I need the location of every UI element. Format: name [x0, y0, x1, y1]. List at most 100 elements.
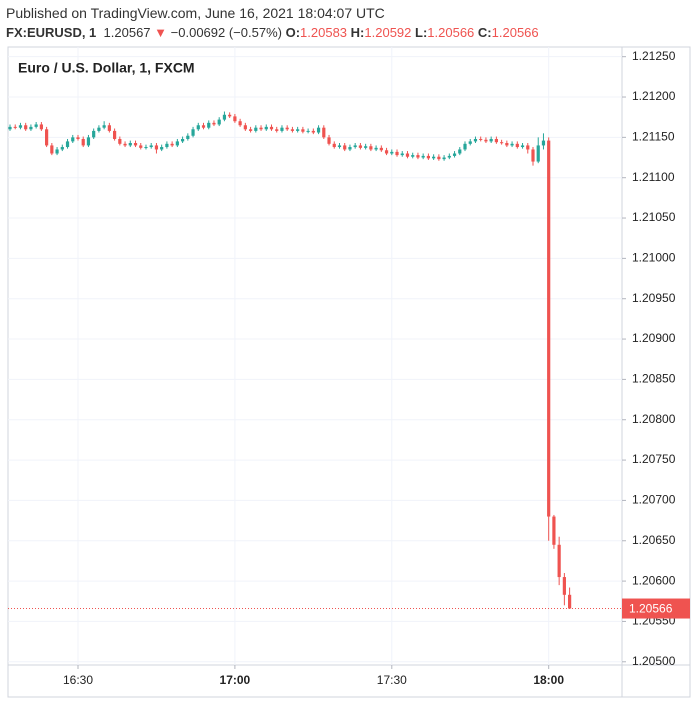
candle-body	[432, 156, 436, 159]
candle-body	[541, 140, 546, 146]
candle-body	[353, 145, 357, 148]
candle-body	[343, 145, 347, 150]
candle-body	[421, 155, 425, 158]
candle-body	[484, 139, 488, 142]
candle-body	[479, 138, 483, 140]
arrow: ▼	[154, 25, 168, 40]
y-tick-label: 1.20800	[632, 412, 676, 426]
candle-body	[243, 125, 247, 130]
candle-body	[515, 143, 519, 148]
candle-body	[557, 544, 561, 578]
candle-body	[275, 129, 279, 131]
candle-body	[165, 143, 169, 148]
candle-body	[8, 126, 12, 130]
candle-body	[500, 142, 504, 144]
candle-body	[301, 129, 305, 132]
y-tick-label: 1.21000	[632, 251, 676, 265]
candle-body	[290, 129, 295, 131]
candle-body	[50, 145, 54, 154]
candle-body	[468, 141, 472, 144]
candle-body	[416, 155, 420, 158]
candle-body	[186, 135, 190, 139]
candle-body	[133, 143, 138, 146]
header: Published on TradingView.com, June 16, 2…	[0, 0, 697, 46]
candle-body	[531, 149, 535, 162]
y-tick-label: 1.21250	[632, 49, 676, 63]
ohlc-key: H:	[350, 25, 365, 40]
candle-body	[327, 137, 331, 144]
candle-body	[86, 137, 91, 146]
y-tick-label: 1.20900	[632, 331, 676, 345]
candle-body	[160, 147, 164, 150]
candle-body	[139, 145, 143, 148]
candle-body	[306, 130, 310, 132]
candle-body	[92, 130, 96, 138]
chart-title: Euro / U.S. Dollar, 1, FXCM	[18, 60, 195, 76]
y-tick-label: 1.21150	[632, 130, 675, 144]
symbol: FX:EURUSD, 1	[6, 25, 97, 40]
candle-body	[358, 145, 363, 148]
candle-body	[337, 145, 342, 148]
candle-body	[228, 114, 232, 117]
x-tick-label: 18:00	[533, 673, 564, 687]
last-price-box	[622, 598, 690, 619]
x-tick-label: 16:30	[63, 673, 93, 687]
candle-body	[458, 149, 462, 154]
frame	[7, 46, 691, 698]
candle-body	[76, 137, 80, 139]
candle-body	[29, 126, 33, 130]
y-tick-label: 1.20700	[632, 493, 676, 507]
candle-body	[217, 119, 221, 125]
candle-body	[395, 151, 399, 156]
candle-body	[71, 137, 75, 142]
candle-body	[322, 127, 326, 138]
candle-body	[437, 156, 441, 160]
y-tick-label: 1.21100	[632, 170, 675, 184]
candle-body	[233, 116, 237, 122]
candle-body	[248, 129, 253, 131]
y-tick-label: 1.21200	[632, 89, 676, 103]
candle-body	[332, 143, 336, 148]
candle-body	[447, 155, 451, 158]
candle-body	[264, 126, 268, 130]
candle-body	[400, 153, 404, 156]
candle-body	[568, 594, 572, 609]
candle-body	[128, 143, 132, 146]
candle-body	[463, 143, 467, 150]
candle-body	[201, 125, 206, 128]
candle-body	[191, 129, 195, 136]
ohlc-value: 1.20592	[364, 25, 412, 40]
published-line: Published on TradingView.com, June 16, 2…	[6, 5, 385, 21]
candle-body	[118, 138, 122, 144]
candle-body	[154, 145, 159, 150]
candle-body	[452, 153, 457, 156]
candle-body	[97, 127, 101, 131]
candle-body	[39, 124, 43, 130]
candle-body	[316, 127, 321, 133]
candle-body	[113, 130, 117, 139]
candle-body	[18, 125, 23, 128]
y-tick-label: 1.21050	[632, 210, 676, 224]
ohlc-value: 1.20583	[300, 25, 348, 40]
candle-body	[102, 125, 106, 128]
candle-body	[254, 127, 258, 131]
candle-body	[170, 143, 174, 146]
candle-body	[180, 138, 185, 142]
candle-body	[222, 114, 227, 120]
candle-body	[296, 129, 300, 131]
candle-body	[348, 147, 352, 150]
ohlc-key: O:	[285, 25, 301, 40]
ohlc-key: L:	[415, 25, 428, 40]
candle-body	[536, 145, 540, 162]
candle-body	[149, 145, 153, 148]
candle-body	[405, 153, 410, 157]
y-tick-label: 1.20950	[632, 291, 676, 305]
candle-body	[552, 516, 556, 545]
candle-body	[212, 122, 216, 125]
candle-body	[364, 146, 368, 148]
candle-body	[442, 157, 446, 160]
candle-body	[505, 143, 509, 146]
candle-body	[369, 146, 373, 150]
candle-body	[144, 147, 148, 149]
